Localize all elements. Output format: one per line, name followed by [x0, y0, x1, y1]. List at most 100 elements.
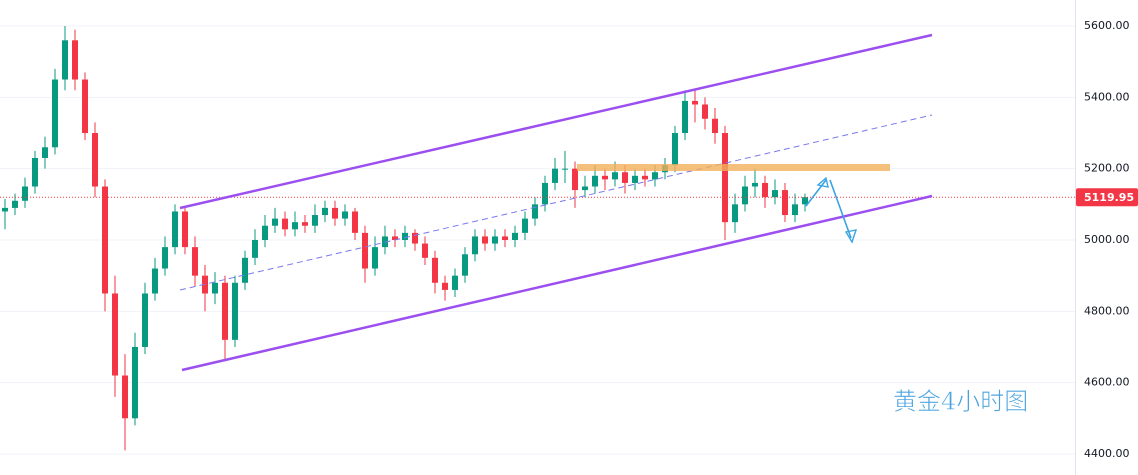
candle-body — [582, 186, 588, 191]
candle-body — [532, 204, 538, 219]
candle-body — [792, 204, 798, 216]
candle-body — [572, 168, 578, 191]
candle-body — [22, 186, 28, 201]
candle-body — [262, 225, 268, 240]
candle-body — [562, 168, 568, 170]
candle-body — [322, 207, 328, 216]
candle-body — [392, 236, 398, 240]
arrow-up-head — [816, 176, 829, 188]
candle-body — [642, 175, 648, 180]
candle-body — [692, 100, 698, 105]
candle-body — [72, 40, 78, 80]
candle-body — [412, 232, 418, 244]
candle-body — [92, 133, 98, 187]
candle-body — [372, 247, 378, 269]
candle-body — [302, 222, 308, 226]
candle-body — [592, 175, 598, 187]
candle-body — [422, 243, 428, 258]
arrow-up — [805, 179, 827, 207]
candle-body — [492, 236, 498, 244]
drawings — [179, 33, 933, 372]
candle-body — [182, 211, 188, 248]
candle-body — [342, 211, 348, 219]
candle-body — [402, 232, 408, 240]
candle-body — [362, 232, 368, 269]
candle-body — [542, 182, 548, 205]
candle-body — [32, 157, 38, 187]
y-tick-label: 5400.00 — [1084, 90, 1130, 103]
candle-body — [712, 118, 718, 134]
candle-body — [292, 222, 298, 230]
candles — [0, 26, 1075, 451]
candle-body — [112, 293, 118, 376]
candle-body — [432, 257, 438, 283]
candle-body — [762, 182, 768, 198]
candle-body — [622, 172, 628, 183]
y-tick-label: 5200.00 — [1084, 162, 1130, 175]
candle-body — [702, 104, 708, 119]
candle-body — [802, 197, 808, 205]
candle-body — [42, 147, 48, 158]
candle-body — [312, 215, 318, 226]
last-price-label: 5119.95 — [1084, 191, 1134, 204]
candle-body — [682, 100, 688, 134]
candle-body — [782, 190, 788, 216]
candle-body — [752, 182, 758, 187]
last-price-tag — [1076, 188, 1138, 207]
candle-body — [222, 282, 228, 340]
candle-body — [552, 168, 558, 183]
y-axis: 4400.00 4600.00 4800.00 5000.00 5200.00 5400.… — [1076, 19, 1138, 460]
candle-body — [732, 204, 738, 223]
candle-body — [502, 236, 508, 240]
candle-body — [332, 207, 338, 219]
y-tick-label: 5000.00 — [1084, 233, 1130, 246]
candle-body — [612, 172, 618, 180]
candle-body — [2, 207, 8, 212]
candle-body — [212, 282, 218, 294]
arrow-down-head — [844, 229, 858, 244]
candle-body — [162, 247, 168, 269]
candle-body — [282, 218, 288, 230]
candle-body — [132, 346, 138, 419]
y-tick-label: 4600.00 — [1084, 376, 1130, 389]
candle-body — [472, 236, 478, 255]
candle-body — [602, 175, 608, 180]
candle-body — [672, 133, 678, 166]
candle-body — [772, 190, 778, 198]
candle-body — [12, 200, 18, 208]
arrow-down — [829, 179, 852, 239]
candle-body — [82, 79, 88, 134]
candle-body — [52, 79, 58, 148]
candle-body — [102, 186, 108, 294]
candle-body — [522, 218, 528, 233]
candle-body — [272, 218, 278, 226]
candle-body — [442, 282, 448, 290]
grid — [0, 25, 1075, 455]
channel-upper — [179, 33, 933, 210]
candle-body — [722, 133, 728, 223]
resistance-zone — [577, 164, 890, 171]
candle-body — [62, 40, 68, 80]
candle-body — [142, 293, 148, 347]
candle-body — [652, 172, 658, 180]
y-tick-label: 5600.00 — [1084, 19, 1130, 32]
candle-body — [632, 175, 638, 183]
y-tick-label: 4800.00 — [1084, 304, 1130, 317]
annotation: 黄金4小时图 — [893, 388, 1028, 416]
candle-body — [172, 211, 178, 248]
candle-body — [462, 254, 468, 276]
candle-body — [742, 186, 748, 205]
candle-body — [252, 239, 258, 258]
candle-body — [192, 247, 198, 276]
candle-body — [382, 236, 388, 248]
candle-body — [482, 236, 488, 244]
candle-body — [352, 211, 358, 233]
candle-body — [152, 268, 158, 294]
candle-body — [122, 375, 128, 419]
channel-lower — [181, 194, 933, 372]
candle-body — [242, 257, 248, 283]
candle-body — [512, 232, 518, 240]
candle-body — [452, 275, 458, 290]
channel-middle — [179, 114, 933, 291]
